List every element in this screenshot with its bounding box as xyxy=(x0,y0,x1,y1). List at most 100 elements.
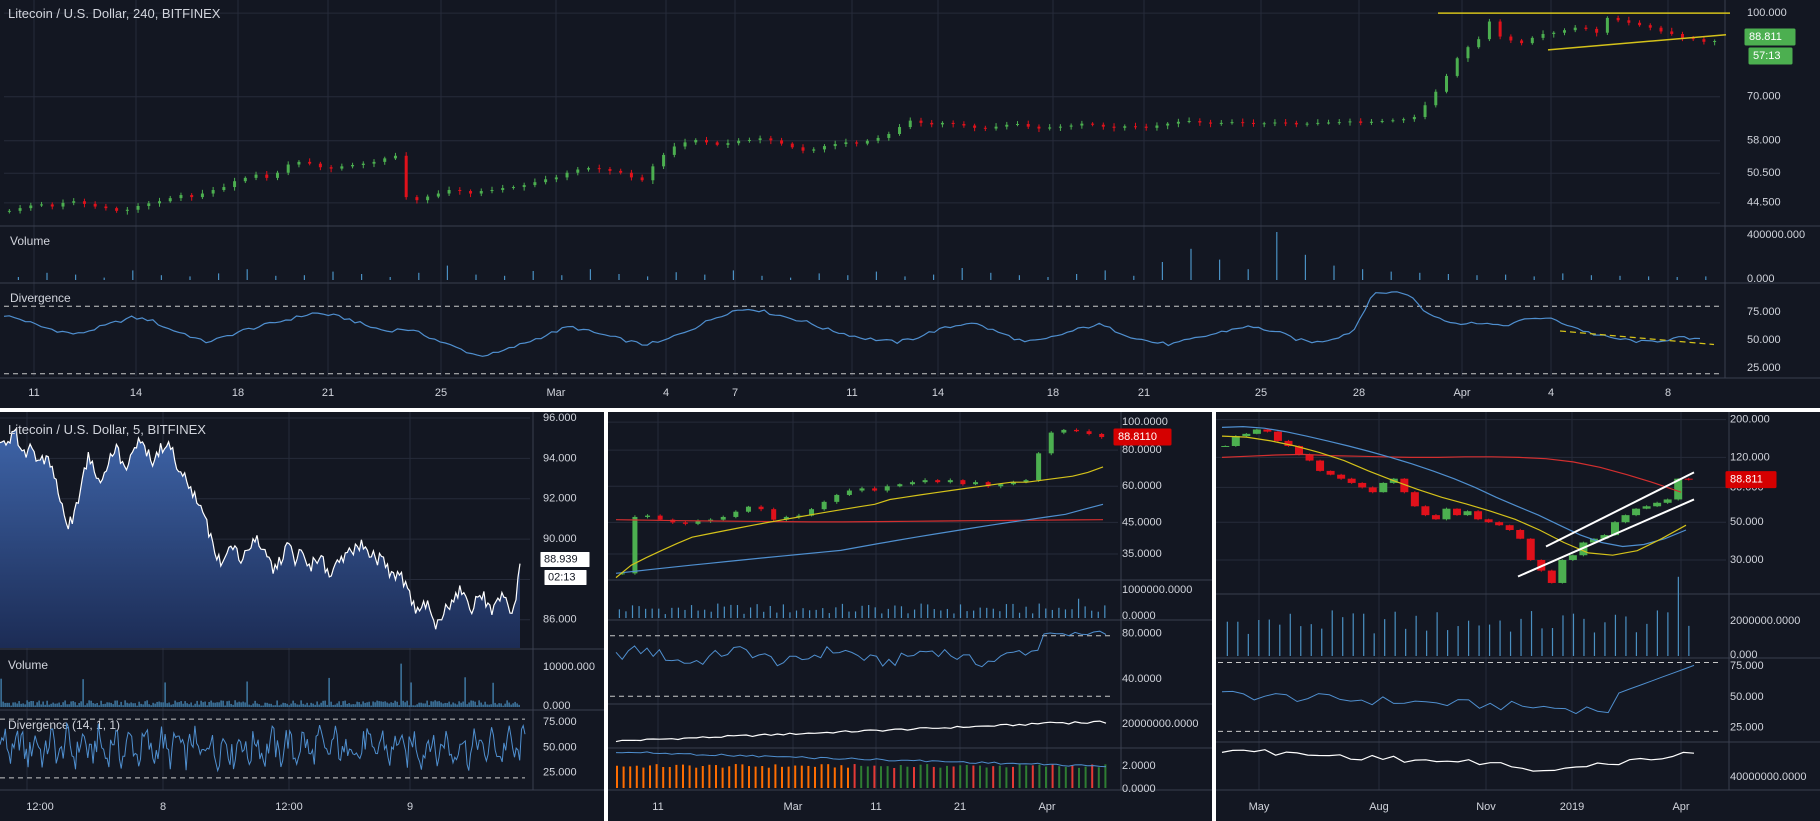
bm-volume-bar xyxy=(1077,598,1080,618)
br-volume-bar xyxy=(1247,633,1249,656)
top-candle xyxy=(383,158,387,162)
bl-volume-bar xyxy=(194,703,196,707)
bm-colored-bar xyxy=(972,765,975,788)
top-time-tick: 28 xyxy=(1353,387,1365,399)
bl-volume-bar xyxy=(52,702,54,707)
top-candle xyxy=(898,127,902,134)
top-candle xyxy=(865,140,869,144)
top-candle xyxy=(1316,122,1320,124)
bm-ma-yellow xyxy=(615,466,1104,579)
bl-volume-bar xyxy=(474,701,476,707)
bl-volume-bar xyxy=(272,705,274,707)
bm-colored-bar xyxy=(847,767,849,788)
bm-time-tick: 11 xyxy=(652,801,663,813)
bottom-middle-chart-svg[interactable]: 100.0000 80.0000 60.0000 45.0000 35.0000 88.8… xyxy=(608,412,1212,821)
top-volume-bar xyxy=(875,271,877,280)
top-candle xyxy=(533,182,537,186)
br-volume-tick: 0.000 xyxy=(1730,649,1758,661)
top-candle xyxy=(61,202,65,207)
bl-volume-bar xyxy=(494,702,496,707)
bm-colored-bar xyxy=(1012,766,1014,788)
bl-volume-bar xyxy=(346,703,348,707)
bl-volume-bar xyxy=(276,700,278,707)
bl-volume-bar xyxy=(40,704,42,707)
top-candle xyxy=(40,204,44,206)
bm-volume-bar xyxy=(1064,609,1067,618)
top-candle xyxy=(243,177,247,182)
bm-colored-bar xyxy=(675,764,678,788)
bm-volume-bar xyxy=(704,609,706,618)
bm-volume-tick: 1000000.0000 xyxy=(1122,584,1192,596)
bl-volume-bar xyxy=(18,701,20,707)
bl-volume-bar xyxy=(512,703,514,707)
top-candle xyxy=(940,122,944,125)
bm-volume-bar xyxy=(736,605,739,618)
bottom-right-chart-panel[interactable]: 200.000120.00080.00050.00030.00088.81120… xyxy=(1216,412,1820,821)
br-candle xyxy=(1431,515,1440,520)
bm-colored-bar xyxy=(860,765,863,788)
top-div-tick: 25.000 xyxy=(1747,362,1781,374)
bl-volume-bar xyxy=(56,703,58,707)
bl-div-tick: 25.000 xyxy=(543,767,577,779)
top-candle xyxy=(361,163,365,165)
bl-volume-bar xyxy=(134,703,136,707)
top-chart-panel[interactable]: 100.000 70.000 58.000 50.500 44.500 88.811 57:… xyxy=(0,0,1820,408)
top-candle xyxy=(254,174,258,178)
bl-volume-bar xyxy=(208,702,210,707)
top-candle xyxy=(1348,121,1352,123)
bl-volume-bar xyxy=(266,702,268,707)
top-volume-bar xyxy=(933,274,935,280)
bl-volume-bar xyxy=(320,702,322,707)
bl-volume-bar xyxy=(290,703,292,707)
bm-candle xyxy=(1048,432,1054,454)
top-volume-bar xyxy=(132,270,134,280)
top-candle xyxy=(983,127,987,129)
bm-volume-bar xyxy=(920,603,922,618)
bl-volume-bar xyxy=(192,705,194,707)
top-volume-bar xyxy=(1447,274,1449,280)
bl-volume-bar xyxy=(252,703,254,707)
br-volume-bar xyxy=(1551,628,1554,656)
bl-volume-bar xyxy=(390,702,392,707)
br-volume-bar xyxy=(1279,624,1281,656)
br-volume-bar xyxy=(1520,618,1522,656)
bm-div-tick: 40.0000 xyxy=(1122,673,1162,685)
bm-volume-bar xyxy=(677,607,680,618)
top-candle xyxy=(1294,122,1298,125)
bl-volume-bar xyxy=(22,703,24,707)
bm-candle xyxy=(935,480,941,483)
top-candle xyxy=(887,133,891,138)
bm-volume-bar xyxy=(1051,609,1053,618)
top-candle xyxy=(1412,116,1416,120)
bm-price-badge-bg xyxy=(1113,428,1172,446)
bl-volume-bar xyxy=(334,704,336,707)
top-time-tick: 14 xyxy=(932,387,944,399)
bl-volume-bar xyxy=(248,704,250,707)
bottom-left-chart-panel[interactable]: 96.00094.00092.00090.00088.00086.00088.9… xyxy=(0,412,604,821)
bottom-right-chart-svg[interactable]: 200.000120.00080.00050.00030.00088.81120… xyxy=(1216,412,1820,821)
bottom-left-chart-svg[interactable]: 96.00094.00092.00090.00088.00086.00088.9… xyxy=(0,412,604,821)
br-volume-bar xyxy=(1509,631,1512,656)
bm-volume-bar xyxy=(854,611,857,618)
br-volume-bar xyxy=(1237,621,1239,656)
bl-volume-bar xyxy=(402,700,404,707)
top-volume-bar xyxy=(675,272,677,280)
bm-div-tick: 80.0000 xyxy=(1122,627,1162,639)
bm-candle xyxy=(720,516,726,520)
top-candle xyxy=(780,140,784,144)
top-candle xyxy=(308,161,312,164)
bm-candle xyxy=(783,516,789,520)
br-candle xyxy=(1410,492,1419,507)
bm-volume-bar xyxy=(1032,613,1034,618)
bl-volume-bar xyxy=(382,701,384,707)
br-price-tick: 30.000 xyxy=(1730,554,1764,566)
bm-colored-bar xyxy=(734,764,737,788)
bl-volume-bar xyxy=(482,704,484,707)
bm-volume-bar xyxy=(749,607,752,618)
bm-colored-bar xyxy=(662,767,665,788)
bottom-middle-chart-panel[interactable]: 100.0000 80.0000 60.0000 45.0000 35.0000 88.8… xyxy=(608,412,1212,821)
top-volume-bar xyxy=(1705,276,1707,280)
bm-ma-blue xyxy=(615,503,1104,574)
top-candle xyxy=(694,139,698,143)
top-chart-svg[interactable]: 100.00070.00058.00050.50044.50088.81157:… xyxy=(0,0,1820,408)
